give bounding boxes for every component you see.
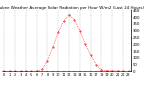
Title: Milwaukee Weather Average Solar Radiation per Hour W/m2 (Last 24 Hours): Milwaukee Weather Average Solar Radiatio…: [0, 6, 144, 10]
